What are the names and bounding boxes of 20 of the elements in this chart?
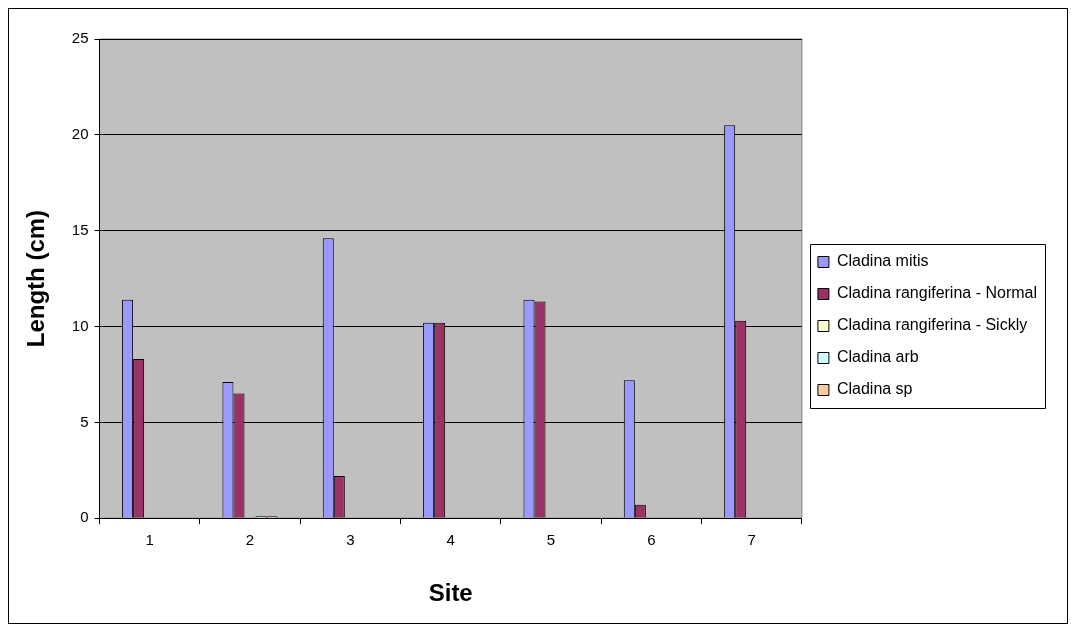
x-tick-label: 3 <box>346 531 355 549</box>
x-tick-label: 2 <box>245 531 255 549</box>
legend-label: Cladina arb <box>836 348 919 366</box>
x-tick-label: 5 <box>546 531 556 549</box>
legend-label: Cladina sp <box>836 380 913 398</box>
x-tick-label: 7 <box>747 531 756 549</box>
legend-label: Cladina rangiferina - Sickly <box>836 316 1028 334</box>
legend-label: Cladina mitis <box>836 252 929 270</box>
legend-label: Cladina rangiferina - Normal <box>836 284 1038 302</box>
y-tick-label: 25 <box>71 29 89 47</box>
y-tick-label: 15 <box>71 220 89 238</box>
x-axis-title: Site <box>428 579 473 607</box>
x-tick-label: 4 <box>446 531 455 549</box>
y-axis-title: Length (cm) <box>22 209 50 348</box>
y-tick-label: 20 <box>71 124 89 142</box>
y-tick-label: 5 <box>80 412 89 430</box>
y-tick-label: 10 <box>71 316 89 334</box>
y-tick-label: 0 <box>80 508 89 526</box>
x-tick-label: 6 <box>647 531 656 549</box>
x-tick-label: 1 <box>145 531 154 549</box>
